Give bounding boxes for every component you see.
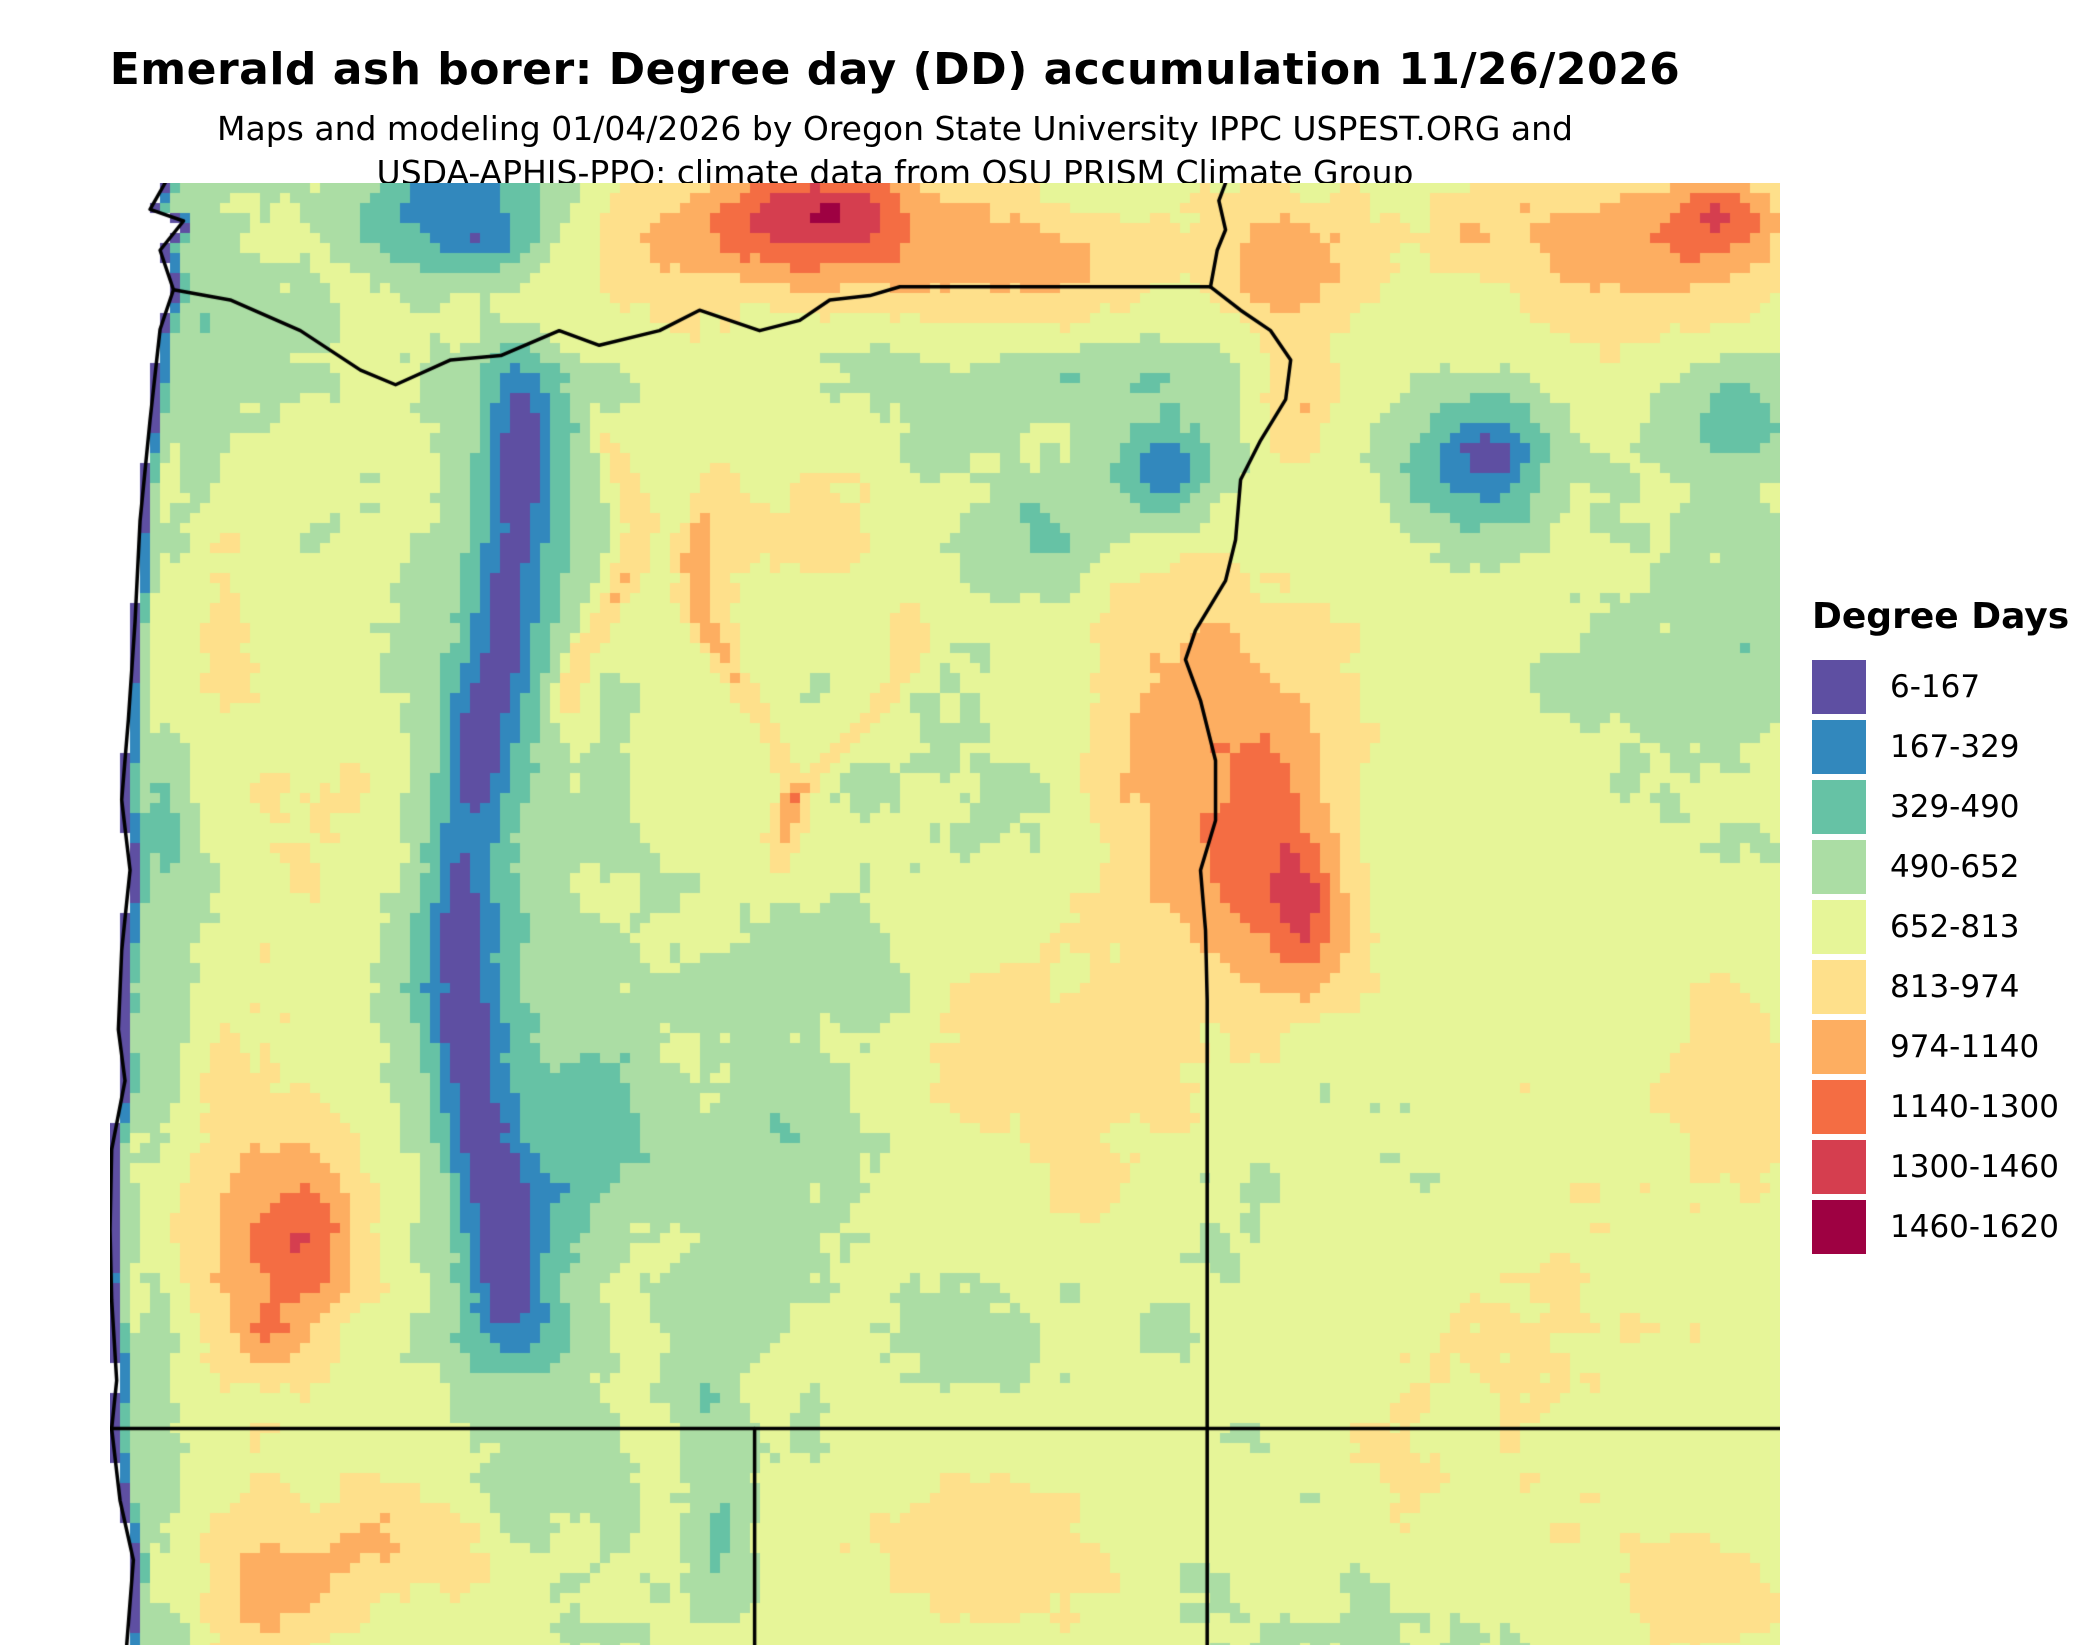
page-title: Emerald ash borer: Degree day (DD) accum… [109,44,1681,95]
legend-swatch [1812,1140,1866,1194]
legend-swatch [1812,840,1866,894]
page-subtitle: Maps and modeling 01/04/2026 by Oregon S… [0,107,1790,194]
degree-day-map-canvas [110,183,1780,1645]
degree-days-legend: Degree Days 6-167 167-329 329-490 490-652 65… [1812,596,2069,1257]
legend-swatch [1812,960,1866,1014]
legend-label: 1460-1620 [1890,1209,2059,1245]
legend-swatch [1812,1020,1866,1074]
legend-swatch [1812,660,1866,714]
legend-label: 490-652 [1890,849,2020,885]
legend-row: 1300-1460 [1812,1137,2069,1197]
legend-label: 652-813 [1890,909,2020,945]
legend-row: 167-329 [1812,717,2069,777]
legend-row: 1460-1620 [1812,1197,2069,1257]
legend-swatch [1812,1080,1866,1134]
legend-label: 974-1140 [1890,1029,2040,1065]
legend-swatch [1812,900,1866,954]
legend-label: 167-329 [1890,729,2020,765]
legend-label: 6-167 [1890,669,1981,705]
legend-row: 6-167 [1812,657,2069,717]
legend-row: 974-1140 [1812,1017,2069,1077]
legend-label: 329-490 [1890,789,2020,825]
legend-label: 1140-1300 [1890,1089,2059,1125]
subtitle-line-1: Maps and modeling 01/04/2026 by Oregon S… [217,109,1573,148]
legend-row: 490-652 [1812,837,2069,897]
legend-swatch [1812,1200,1866,1254]
legend-row: 652-813 [1812,897,2069,957]
legend-row: 329-490 [1812,777,2069,837]
legend-row: 813-974 [1812,957,2069,1017]
legend-row: 1140-1300 [1812,1077,2069,1137]
legend-swatch [1812,780,1866,834]
legend-swatch [1812,720,1866,774]
legend-label: 1300-1460 [1890,1149,2059,1185]
legend-entries: 6-167 167-329 329-490 490-652 652-813 813-974… [1812,657,2069,1257]
legend-label: 813-974 [1890,969,2020,1005]
header: Emerald ash borer: Degree day (DD) accum… [0,0,1790,194]
legend-title: Degree Days [1812,596,2070,637]
